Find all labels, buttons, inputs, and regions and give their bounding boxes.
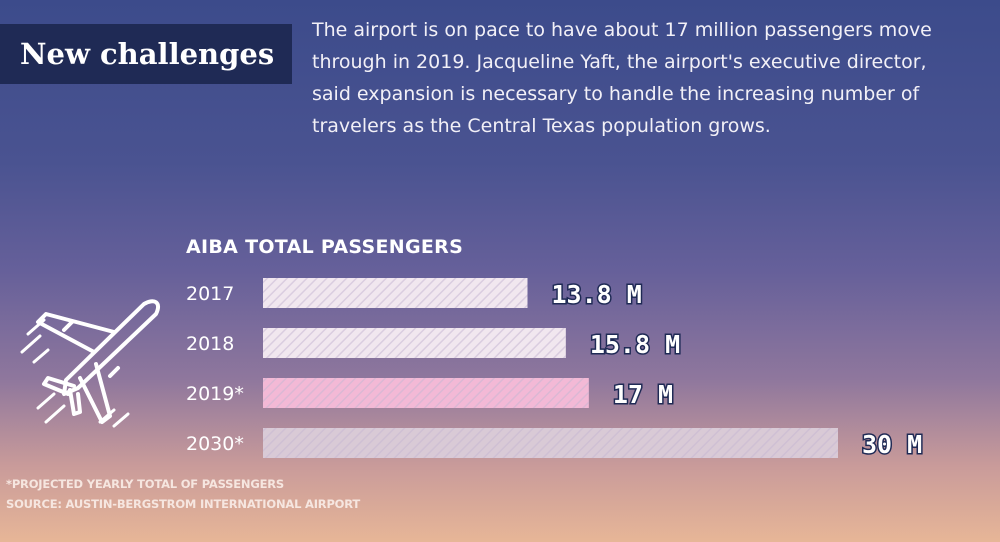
airplane-icon — [20, 299, 161, 428]
category-label: 2019* — [186, 383, 244, 405]
category-label: 2030* — [186, 433, 244, 455]
category-label: 2018 — [186, 333, 234, 355]
value-label: 30 M — [862, 430, 922, 459]
category-label: 2017 — [186, 283, 234, 305]
footnote-source: SOURCE: AUSTIN-BERGSTROM INTERNATIONAL A… — [6, 497, 361, 511]
intro-text: The airport is on pace to have about 17 … — [312, 19, 932, 137]
bar-hatch — [263, 378, 589, 408]
value-label: 13.8 M — [552, 280, 642, 309]
value-label: 17 M — [613, 380, 673, 409]
footnote-projected: *PROJECTED YEARLY TOTAL OF PASSENGERS — [6, 477, 284, 491]
bar-hatch — [263, 428, 838, 458]
bar-hatch — [263, 328, 566, 358]
bar-hatch — [263, 278, 528, 308]
title-banner: New challenges — [0, 24, 292, 84]
chart-title: AIBA TOTAL PASSENGERS — [186, 236, 464, 258]
page-title: New challenges — [20, 37, 275, 71]
value-label: 15.8 M — [590, 330, 680, 359]
